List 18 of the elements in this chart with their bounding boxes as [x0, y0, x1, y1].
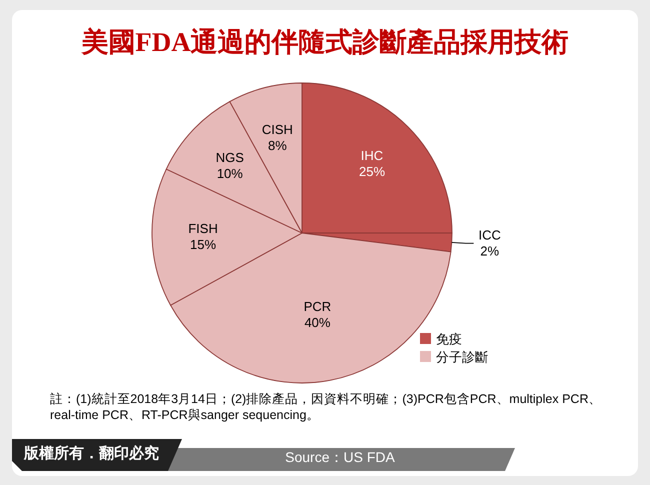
text: 版權所有．翻印必究	[24, 444, 159, 463]
slice-label: ICC	[478, 227, 501, 242]
slice-label: FISH	[188, 221, 218, 236]
slice-label: CISH	[262, 122, 293, 138]
chart-title: 美國FDA通過的伴隨式診斷產品採用技術	[80, 26, 570, 59]
text: 註：(1)統計至2018年3月14日；(2)排除產品，因資料不明確；(3)PCR包含PCR、multiplex PCR、real-time PCR、RT-PCR與sanger sequencing。	[50, 391, 602, 423]
slice-label: NGS	[216, 150, 244, 166]
data-label: 10%	[216, 166, 244, 182]
text: 免疫	[436, 332, 462, 346]
data-label: 40%	[304, 315, 331, 330]
source-note: Source：US FDA	[284, 449, 396, 467]
data-label: 15%	[190, 237, 216, 252]
text: 分子診斷	[436, 350, 488, 364]
data-label: 25%	[358, 164, 386, 179]
slice-label: IHC	[360, 148, 384, 163]
data-label: 8%	[268, 138, 288, 154]
slice-label: PCR	[304, 299, 332, 314]
data-label: 2%	[480, 243, 500, 258]
